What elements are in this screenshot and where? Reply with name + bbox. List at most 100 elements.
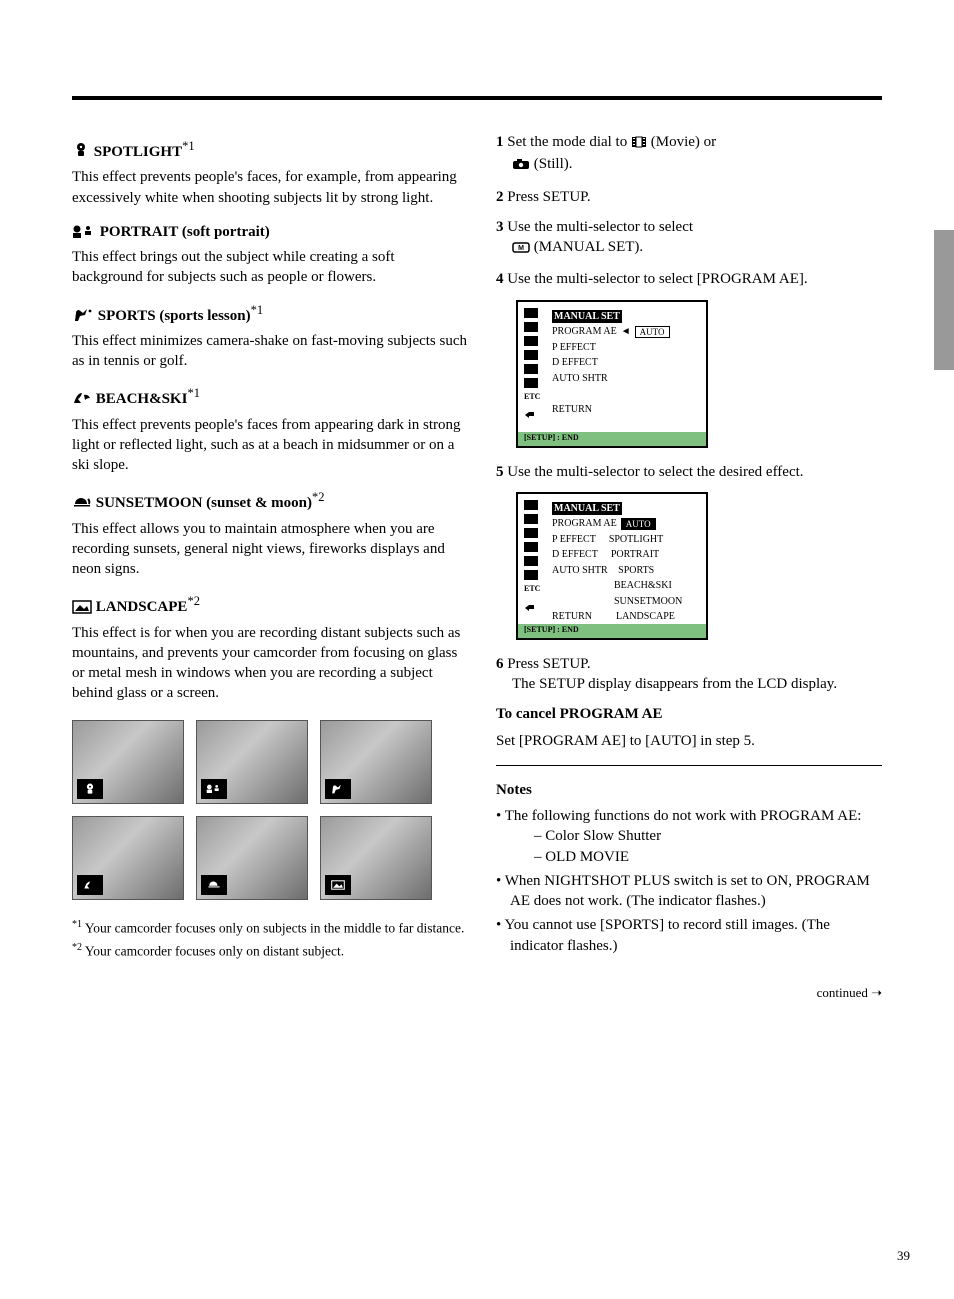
sports-icon	[72, 307, 94, 329]
page-number: 39	[897, 1247, 910, 1265]
step6b: The SETUP display disappears from the LC…	[496, 674, 837, 694]
step-1: 1 Set the mode dial to (Movie) or (Still…	[496, 132, 882, 177]
spotlight-marker: *1	[182, 139, 195, 153]
b-row6-sub: LANDSCAPE	[616, 610, 675, 624]
setup-screen-a: ETC MANUAL SET PROGRAM AE◄AUTO P EFFECT …	[516, 300, 708, 448]
note-2: • When NIGHTSHOT PLUS switch is set to O…	[496, 871, 882, 912]
sample-landscape	[320, 816, 432, 900]
divider	[496, 765, 882, 766]
effect-portrait: PORTRAIT (soft portrait) This effect bri…	[72, 222, 468, 288]
step1b: (Movie) or	[651, 134, 716, 150]
grid-beach-icon	[77, 875, 103, 895]
step4-text: Use the multi-selector to select [PROGRA…	[507, 271, 807, 287]
step-5: 5 Use the multi-selector to select the d…	[496, 462, 882, 482]
grid-sports-icon	[325, 779, 351, 799]
note2-text: When NIGHTSHOT PLUS switch is set to ON,…	[505, 873, 870, 909]
b-return: RETURN	[552, 610, 592, 624]
sunset-text: This effect allows you to maintain atmos…	[72, 519, 468, 580]
a-row2: D EFFECT	[552, 356, 598, 370]
b-sideicon-3	[524, 528, 538, 538]
a-return: RETURN	[552, 403, 592, 417]
b-sideicon-5	[524, 556, 538, 566]
sideicon-1	[524, 308, 538, 318]
continued-text: continued	[817, 985, 868, 1000]
effect-sunset: SUNSETMOON (sunset & moon)*2 This effect…	[72, 489, 468, 579]
menu-b: MANUAL SET PROGRAM AEAUTO P EFFECT SPOTL…	[552, 502, 696, 626]
b-row4-sub: BEACH&SKI	[614, 579, 672, 593]
a-row0-opt: AUTO	[635, 326, 670, 338]
right-column: 1 Set the mode dial to (Movie) or (Still…	[496, 132, 882, 1001]
b-row1-sub: SPOTLIGHT	[609, 533, 663, 547]
b-sideicon-2	[524, 514, 538, 524]
b-row0: PROGRAM AE	[552, 517, 617, 531]
cancel-text: Set [PROGRAM AE] to [AUTO] in step 5.	[496, 731, 882, 751]
step1-line2: (Still).	[496, 156, 573, 172]
sample-portrait	[196, 720, 308, 804]
effect-landscape: LANDSCAPE*2 This effect is for when you …	[72, 593, 468, 703]
b-row0-opt: AUTO	[621, 518, 656, 530]
sideicon-6	[524, 378, 538, 388]
step-4: 4 Use the multi-selector to select [PROG…	[496, 269, 882, 289]
fn1-text: Your camcorder focuses only on subjects …	[85, 920, 465, 935]
effect-spotlight: SPOTLIGHT*1 This effect prevents people'…	[72, 138, 468, 208]
grid-sunset-icon	[201, 875, 227, 895]
menu-a: MANUAL SET PROGRAM AE◄AUTO P EFFECT D EF…	[552, 310, 696, 419]
sideicon-3	[524, 336, 538, 346]
sample-sunset	[196, 816, 308, 900]
a-row3: AUTO SHTR	[552, 372, 608, 386]
sample-image-grid	[72, 720, 468, 900]
fn2-text: Your camcorder focuses only on distant s…	[85, 944, 344, 959]
landscape-marker: *2	[187, 594, 200, 608]
beach-icon	[72, 390, 92, 412]
page-edge-tab	[934, 230, 954, 370]
notes-list: • The following functions do not work wi…	[496, 806, 882, 956]
setup-screen-b: ETC MANUAL SET PROGRAM AEAUTO P EFFECT S…	[516, 492, 708, 640]
b-row1: P EFFECT	[552, 533, 596, 547]
grid-spotlight-icon	[77, 779, 103, 799]
sunset-marker: *2	[312, 490, 325, 504]
note-3: • You cannot use [SPORTS] to record stil…	[496, 915, 882, 956]
b-row3-sub: SPORTS	[618, 564, 654, 578]
note1a: – Color Slow Shutter	[534, 826, 882, 846]
b-sideicon-1	[524, 500, 538, 510]
note-1: • The following functions do not work wi…	[496, 806, 882, 867]
portrait-icon	[72, 225, 96, 245]
step5-text: Use the multi-selector to select the des…	[507, 464, 803, 480]
still-icon	[512, 156, 530, 176]
manual-set-icon: M	[512, 239, 530, 259]
landscape-icon	[72, 600, 92, 620]
svg-text:M: M	[518, 245, 524, 252]
spotlight-icon	[72, 141, 90, 165]
b-sideicon-6	[524, 570, 538, 580]
movie-icon	[631, 134, 647, 154]
b-sideicon-return	[524, 599, 538, 609]
sunset-icon	[72, 496, 92, 516]
sports-marker: *1	[251, 303, 264, 317]
screen-b-bottom: [SETUP] : END	[518, 624, 706, 638]
effect-beach: BEACH&SKI*1 This effect prevents people'…	[72, 385, 468, 475]
footnote-1: *1 Your camcorder focuses only on subjec…	[72, 918, 468, 938]
sports-text: This effect minimizes camera-shake on fa…	[72, 331, 468, 372]
step3a: Use the multi-selector to select	[507, 219, 693, 235]
sideicon-etc: ETC	[524, 392, 538, 403]
left-column: SPOTLIGHT*1 This effect prevents people'…	[72, 132, 468, 1001]
fn1-marker: *1	[72, 919, 82, 930]
footnote-2: *2 Your camcorder focuses only on distan…	[72, 941, 468, 961]
sideicon-4	[524, 350, 538, 360]
sample-spotlight	[72, 720, 184, 804]
spotlight-text: This effect prevents people's faces, for…	[72, 167, 468, 208]
beach-text: This effect prevents people's faces from…	[72, 415, 468, 476]
note1-text: The following functions do not work with…	[505, 808, 862, 824]
step-3: 3 Use the multi-selector to select M (MA…	[496, 217, 882, 260]
step-6: 6 Press SETUP. The SETUP display disappe…	[496, 654, 882, 695]
note3-text: You cannot use [SPORTS] to record still …	[504, 917, 829, 953]
step1c: (Still).	[534, 156, 573, 172]
landscape-text: This effect is for when you are recordin…	[72, 623, 468, 704]
grid-landscape-icon	[325, 875, 351, 895]
page-rule-top	[72, 96, 882, 100]
sunset-title: SUNSETMOON (sunset & moon)	[96, 495, 312, 511]
screen-a-title: MANUAL SET	[552, 310, 622, 324]
screen-a-bottom: [SETUP] : END	[518, 432, 706, 446]
step-2: 2 Press SETUP.	[496, 187, 882, 207]
continued-indicator: continued ➝	[496, 984, 882, 1002]
